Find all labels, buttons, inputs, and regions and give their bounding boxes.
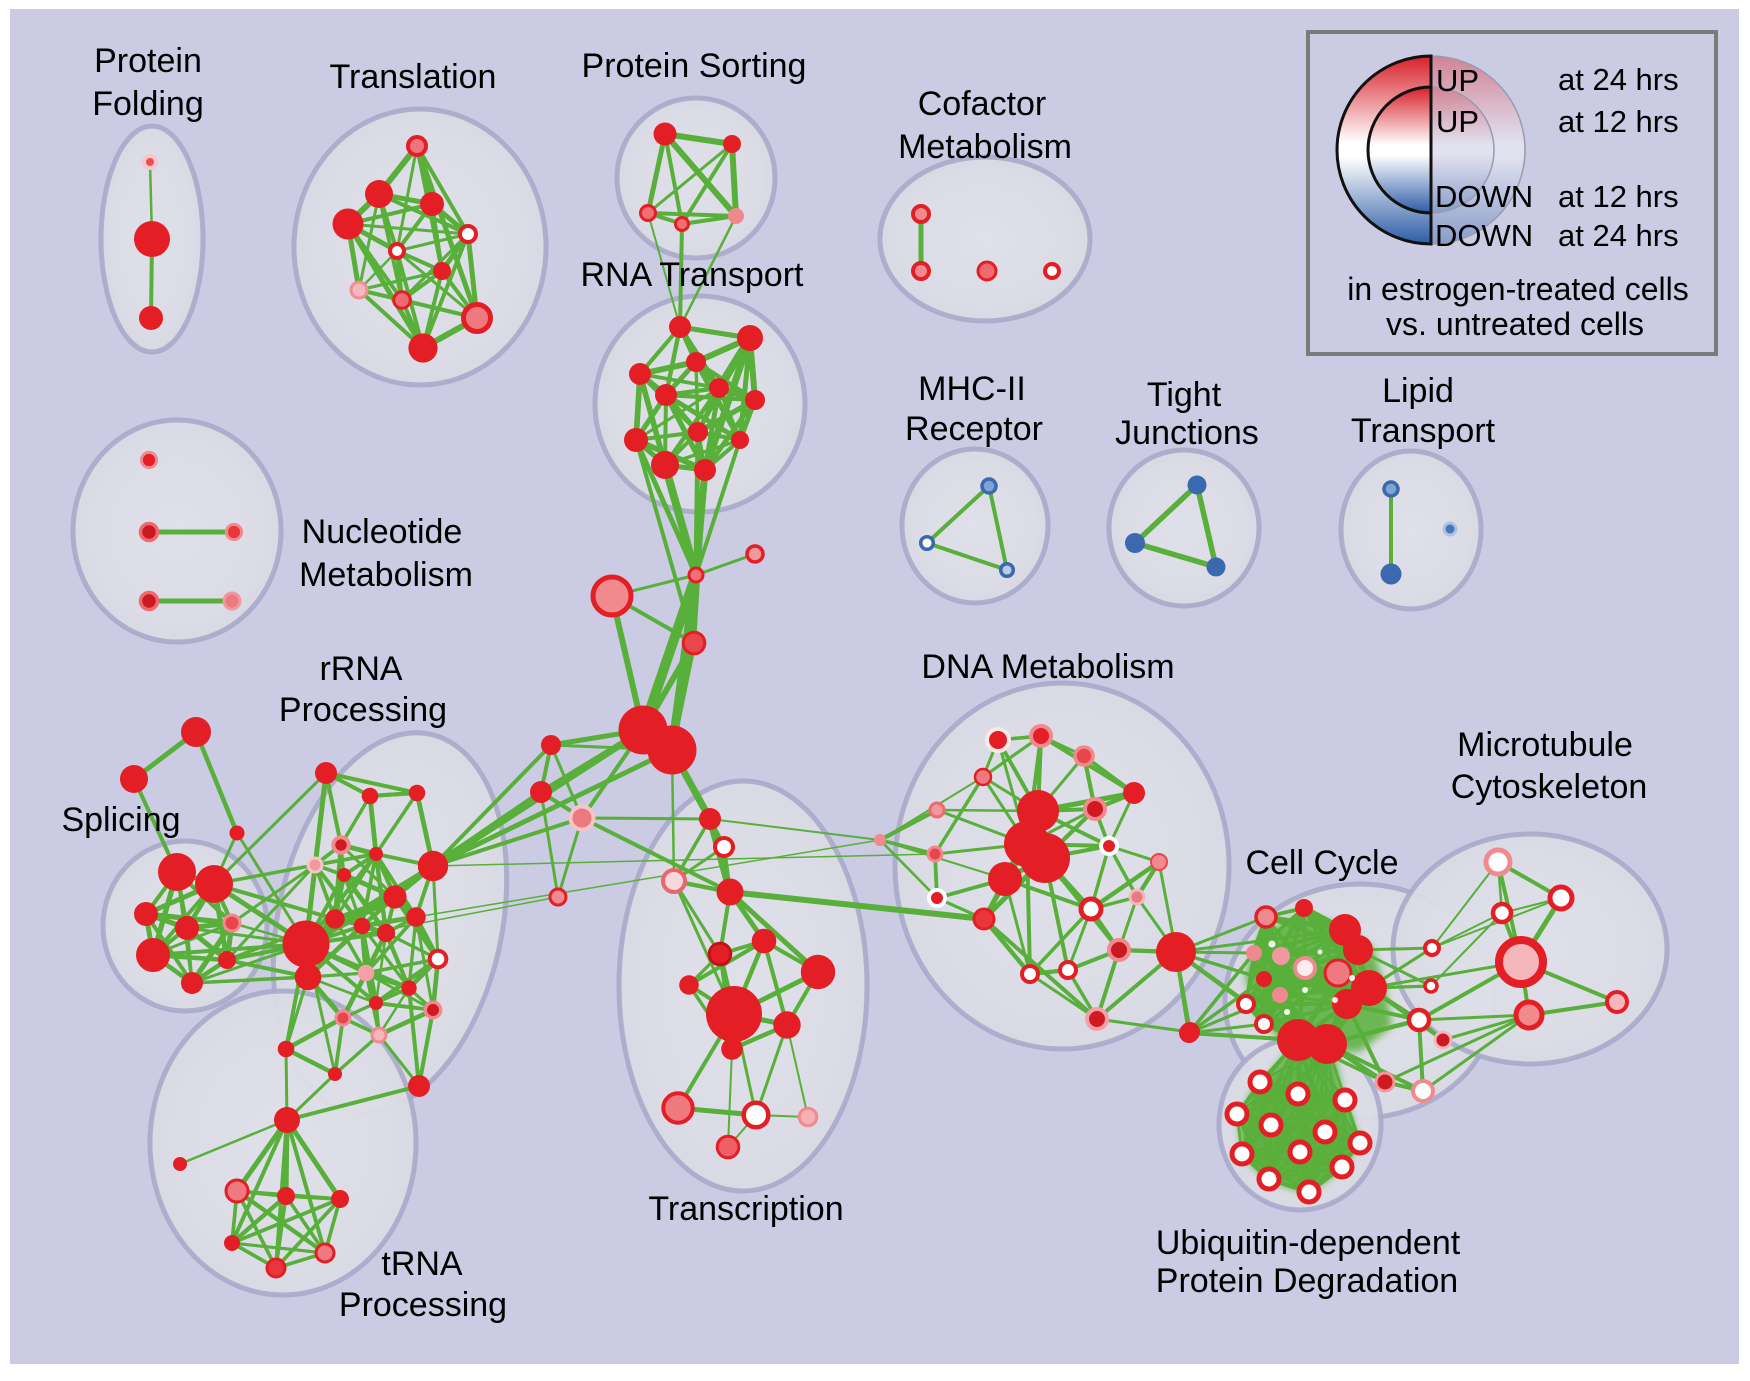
- svg-text:Translation: Translation: [330, 58, 497, 96]
- svg-text:UP: UP: [1436, 63, 1479, 98]
- svg-text:Microtubule: Microtubule: [1457, 726, 1633, 764]
- svg-text:DNA Metabolism: DNA Metabolism: [921, 648, 1174, 686]
- svg-text:Nucleotide: Nucleotide: [302, 513, 463, 551]
- svg-text:Processing: Processing: [339, 1286, 507, 1324]
- svg-text:at 12 hrs: at 12 hrs: [1558, 179, 1679, 214]
- svg-text:DOWN: DOWN: [1435, 218, 1533, 253]
- svg-text:tRNA: tRNA: [381, 1245, 463, 1283]
- svg-text:Transcription: Transcription: [648, 1190, 843, 1228]
- svg-text:vs. untreated cells: vs. untreated cells: [1386, 306, 1644, 342]
- svg-text:Metabolism: Metabolism: [898, 128, 1072, 166]
- svg-text:Receptor: Receptor: [905, 410, 1043, 448]
- svg-text:Protein Sorting: Protein Sorting: [582, 47, 807, 85]
- svg-text:Splicing: Splicing: [61, 801, 180, 839]
- svg-text:Cofactor: Cofactor: [918, 85, 1047, 123]
- svg-text:Junctions: Junctions: [1115, 414, 1259, 452]
- svg-text:Lipid: Lipid: [1382, 372, 1454, 410]
- svg-text:Processing: Processing: [279, 691, 447, 729]
- svg-text:at 12 hrs: at 12 hrs: [1558, 104, 1679, 139]
- svg-text:in estrogen-treated cells: in estrogen-treated cells: [1347, 271, 1689, 307]
- svg-text:DOWN: DOWN: [1435, 179, 1533, 214]
- svg-text:Metabolism: Metabolism: [299, 556, 473, 594]
- svg-text:Ubiquitin-dependent: Ubiquitin-dependent: [1156, 1224, 1461, 1262]
- svg-text:RNA Transport: RNA Transport: [581, 256, 805, 294]
- svg-text:at 24 hrs: at 24 hrs: [1558, 62, 1679, 97]
- svg-text:UP: UP: [1436, 104, 1479, 139]
- svg-text:Folding: Folding: [92, 85, 204, 123]
- svg-text:Protein: Protein: [94, 42, 202, 80]
- svg-text:Protein Degradation: Protein Degradation: [1156, 1262, 1458, 1300]
- svg-text:rRNA: rRNA: [319, 650, 402, 688]
- svg-text:Cell Cycle: Cell Cycle: [1245, 844, 1398, 882]
- svg-text:Tight: Tight: [1147, 376, 1222, 414]
- svg-text:at 24 hrs: at 24 hrs: [1558, 218, 1679, 253]
- svg-text:MHC-II: MHC-II: [918, 370, 1026, 408]
- svg-text:Transport: Transport: [1351, 412, 1496, 450]
- svg-text:Cytoskeleton: Cytoskeleton: [1451, 768, 1648, 806]
